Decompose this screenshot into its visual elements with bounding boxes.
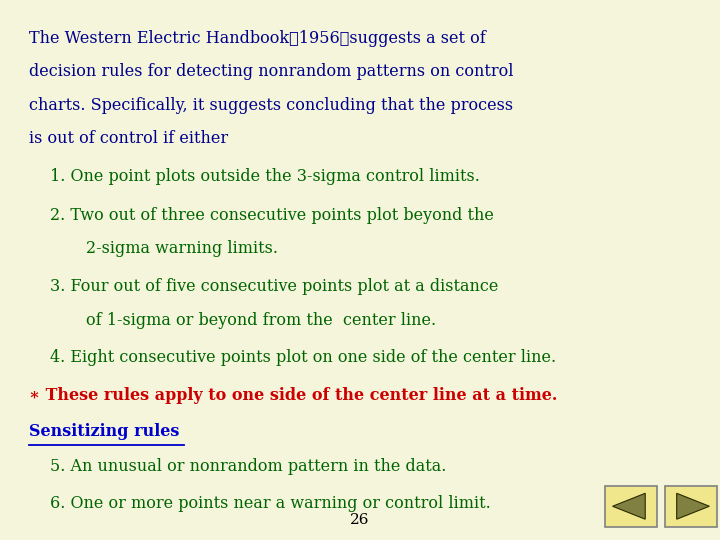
Text: 4. Eight consecutive points plot on one side of the center line.: 4. Eight consecutive points plot on one … — [50, 349, 557, 366]
Text: ∗ These rules apply to one side of the center line at a time.: ∗ These rules apply to one side of the c… — [29, 387, 557, 404]
Text: 1. One point plots outside the 3-sigma control limits.: 1. One point plots outside the 3-sigma c… — [50, 168, 480, 185]
Polygon shape — [677, 494, 709, 519]
Text: 3. Four out of five consecutive points plot at a distance: 3. Four out of five consecutive points p… — [50, 278, 499, 295]
Text: is out of control if either: is out of control if either — [29, 130, 228, 147]
Text: decision rules for detecting nonrandom patterns on control: decision rules for detecting nonrandom p… — [29, 63, 513, 80]
Text: 26: 26 — [350, 512, 370, 526]
Text: 5. An unusual or nonrandom pattern in the data.: 5. An unusual or nonrandom pattern in th… — [50, 458, 447, 475]
Text: 6. One or more points near a warning or control limit.: 6. One or more points near a warning or … — [50, 495, 491, 511]
Text: 2. Two out of three consecutive points plot beyond the: 2. Two out of three consecutive points p… — [50, 207, 494, 224]
Bar — [605, 486, 657, 526]
Text: of 1-sigma or beyond from the  center line.: of 1-sigma or beyond from the center lin… — [86, 312, 436, 328]
Polygon shape — [613, 494, 645, 519]
Bar — [665, 486, 717, 526]
Text: 2-sigma warning limits.: 2-sigma warning limits. — [86, 240, 279, 257]
Text: The Western Electric Handbook（1956）suggests a set of: The Western Electric Handbook（1956）sugge… — [29, 30, 485, 46]
Text: charts. Specifically, it suggests concluding that the process: charts. Specifically, it suggests conclu… — [29, 97, 513, 113]
Text: Sensitizing rules: Sensitizing rules — [29, 423, 179, 440]
